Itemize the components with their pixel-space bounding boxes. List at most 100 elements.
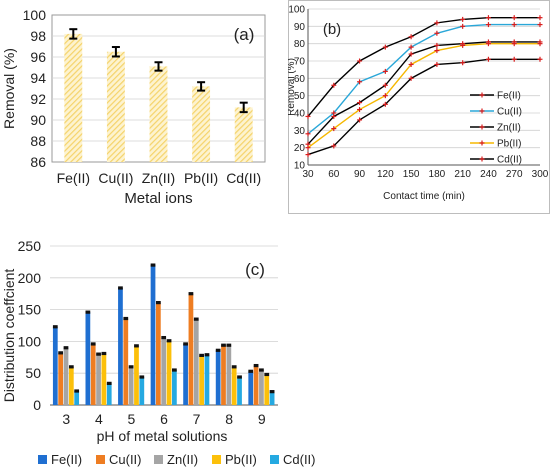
point-pb-ii [331, 126, 337, 132]
bar-fe-ii-ph6 [150, 265, 156, 405]
bar-cap [204, 353, 210, 357]
point-cu-ii [305, 131, 311, 137]
point-pb-ii [408, 61, 414, 67]
bar-cap [259, 368, 264, 372]
bar-fe-ii-ph8 [215, 350, 221, 405]
bar-cd-ii [234, 107, 253, 162]
point-zn-ii [382, 82, 388, 88]
point-cd-ii [331, 143, 337, 149]
bar-cu-ii-ph7 [188, 293, 194, 405]
bar-cu-ii [106, 51, 125, 162]
chart-border [288, 0, 550, 214]
point-cd-ii [357, 117, 363, 123]
panel-label: (c) [245, 260, 265, 279]
legend-marker [479, 156, 485, 162]
bar-cu-ii-ph6 [155, 302, 161, 405]
bar-cap [264, 372, 270, 377]
bar-pb-ii-ph8 [231, 366, 237, 405]
y-tick-label: 98 [30, 28, 46, 44]
bar-zn-ii [149, 66, 168, 162]
x-tick-label: 9 [258, 411, 266, 427]
bar-zn-ii-ph4 [96, 354, 101, 405]
x-tick-label: 5 [128, 411, 136, 427]
chart-contact-time: 10 20 30 40 50 60 70 80 90 100 30 60 90 120 150 180 210 2… [288, 0, 550, 214]
point-fe-ii [460, 16, 466, 22]
bar-cap [172, 368, 177, 372]
error-bar-cu-ii [111, 46, 120, 58]
point-cd-ii [305, 152, 311, 158]
bar-cd-ii-ph9 [269, 391, 275, 405]
y-tick-label: 100 [23, 7, 47, 23]
x-tick-label: 90 [354, 169, 366, 180]
chart-distribution-coefficient: 0 50 100 150 200 250 3 4 5 6 7 8 9 (c) pH of metal sol… [1, 238, 316, 467]
bar-cu-ii-ph9 [253, 365, 259, 405]
panel-label: (a) [234, 25, 255, 44]
bar-cap [150, 263, 156, 267]
bar-pb-ii-ph4 [101, 353, 107, 405]
x-tick-label: 240 [480, 169, 497, 180]
y-tick-label: 88 [30, 133, 46, 149]
line-fe-ii [307, 16, 540, 117]
y-tick-label: 100 [288, 5, 305, 16]
y-tick-label: 60 [294, 74, 306, 85]
point-cd-ii [408, 75, 414, 81]
bar-pb-ii-ph7 [199, 355, 204, 405]
bar-cap [226, 343, 232, 347]
bar-zn-ii-ph9 [259, 370, 264, 405]
bar-fe-ii-ph3 [52, 326, 58, 405]
y-tick-label: 40 [294, 109, 306, 120]
bar-cap [85, 310, 91, 314]
point-cd-ii [434, 61, 440, 67]
bar-cap [215, 348, 221, 352]
point-cu-ii [537, 22, 543, 28]
x-axis-label: Metal ions [124, 190, 192, 207]
legend-marker [479, 124, 485, 130]
bar-cap [106, 381, 112, 385]
error-bar-cd-ii [239, 101, 248, 114]
bar-zn-ii-ph8 [226, 345, 232, 405]
panel-label: (b) [323, 21, 341, 38]
point-zn-ii [434, 42, 440, 48]
bar-zn-ii-ph5 [128, 366, 134, 405]
y-tick-label: 70 [294, 57, 306, 68]
legend-swatch [38, 455, 47, 464]
bar-fe-ii [64, 33, 83, 163]
x-tick-label: 7 [193, 411, 201, 427]
bar-cap [155, 301, 161, 305]
point-fe-ii [511, 15, 517, 21]
bar-cap [134, 344, 139, 348]
legend-swatch [212, 455, 221, 464]
point-cu-ii [382, 68, 388, 74]
error-bar-fe-ii [69, 28, 78, 40]
bar-zn-ii-ph7 [193, 319, 199, 405]
y-tick-label: 20 [294, 143, 306, 154]
bar-cd-ii-ph7 [204, 354, 210, 405]
line-cu-ii [307, 23, 540, 135]
y-tick-label: 250 [18, 238, 42, 254]
legend-label: Zn(II) [497, 123, 521, 134]
bar-cap [128, 365, 134, 369]
bar-cap [231, 365, 237, 369]
bar-fe-ii-ph4 [85, 312, 91, 405]
y-tick-label: 50 [25, 365, 41, 381]
legend-label: Cu(II) [497, 107, 522, 118]
point-pb-ii [357, 107, 363, 113]
x-tick-label: 8 [225, 411, 233, 427]
legend-marker [479, 140, 485, 146]
x-axis-label: Contact time (min) [383, 191, 465, 202]
bar-pb-ii-ph6 [166, 340, 172, 405]
bar-cap [166, 339, 172, 343]
bar-pb-ii-ph9 [264, 374, 270, 405]
legend-swatch [270, 455, 279, 464]
bar-cap [118, 286, 123, 290]
x-tick-label: 270 [506, 169, 523, 180]
bar-cap [63, 346, 69, 350]
legend-label: Cd(II) [283, 452, 316, 467]
bar-cap [188, 292, 194, 296]
bar-cap [161, 335, 167, 340]
x-tick-label: 30 [302, 169, 314, 180]
x-tick-label: 6 [160, 411, 168, 427]
bar-zn-ii-ph6 [161, 337, 167, 405]
error-bar-zn-ii [154, 61, 163, 72]
y-tick-label: 94 [30, 70, 46, 86]
